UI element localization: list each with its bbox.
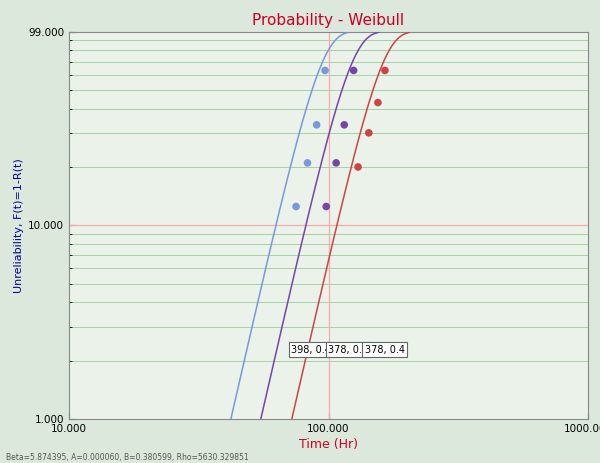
Title: Probability - Weibull: Probability - Weibull xyxy=(253,13,404,28)
Point xyxy=(373,99,383,106)
X-axis label: Time (Hr): Time (Hr) xyxy=(299,438,358,451)
Point xyxy=(312,121,322,129)
Text: Beta=5.874395, A=0.000060, B=0.380599, Rho=5630.329851: Beta=5.874395, A=0.000060, B=0.380599, R… xyxy=(6,453,248,462)
Text: 378, 0.4: 378, 0.4 xyxy=(365,344,405,355)
Point xyxy=(349,67,358,74)
Point xyxy=(320,67,330,74)
Point xyxy=(380,67,390,74)
Point xyxy=(364,129,374,137)
Point xyxy=(331,159,341,167)
Point xyxy=(340,121,349,129)
Point xyxy=(353,163,363,171)
Point xyxy=(303,159,313,167)
Y-axis label: Unreliability, F(t)=1-R(t): Unreliability, F(t)=1-R(t) xyxy=(14,158,24,293)
Text: 378, 0.8: 378, 0.8 xyxy=(329,344,368,355)
Text: 398, 0.4: 398, 0.4 xyxy=(292,344,331,355)
Point xyxy=(291,203,301,210)
Point xyxy=(322,203,331,210)
